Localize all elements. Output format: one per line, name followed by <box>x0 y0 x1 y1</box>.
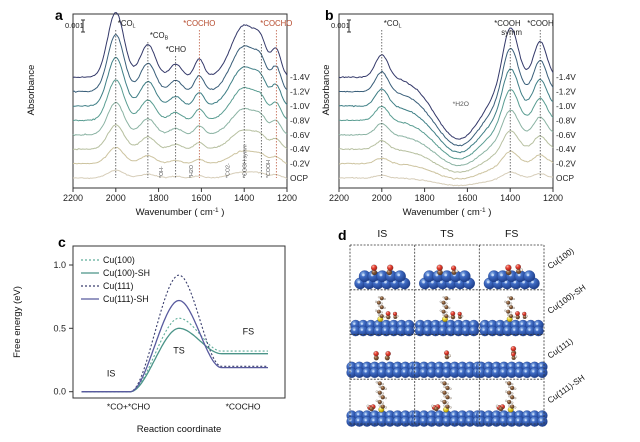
svg-text:symm: symm <box>501 28 522 37</box>
svg-text:1.0: 1.0 <box>53 260 66 270</box>
svg-text:2000: 2000 <box>106 193 126 203</box>
svg-text:OCP: OCP <box>290 173 308 183</box>
svg-text:*COCHO: *COCHO <box>183 19 215 28</box>
svg-text:*H2O: *H2O <box>189 165 195 178</box>
svg-text:2200: 2200 <box>329 193 349 203</box>
svg-text:*COOH: *COOH <box>266 160 272 178</box>
svg-text:1400: 1400 <box>500 193 520 203</box>
svg-text:-0.4V: -0.4V <box>556 144 576 154</box>
svg-text:Cu(111): Cu(111) <box>103 281 134 291</box>
svg-text:*CO2-: *CO2- <box>226 163 232 178</box>
svg-text:-1.0V: -1.0V <box>556 101 576 111</box>
svg-text:*COOH symm: *COOH symm <box>243 144 249 178</box>
svg-text:*COCHO: *COCHO <box>260 19 292 28</box>
svg-text:FS: FS <box>505 228 518 240</box>
svg-text:TS: TS <box>440 228 453 240</box>
svg-text:*COOH: *COOH <box>494 19 520 28</box>
svg-text:Absorbance: Absorbance <box>26 65 37 116</box>
svg-text:1800: 1800 <box>415 193 435 203</box>
svg-text:0.0: 0.0 <box>53 387 66 397</box>
svg-text:0.5: 0.5 <box>53 323 66 333</box>
svg-text:1400: 1400 <box>234 193 254 203</box>
svg-text:*COOH: *COOH <box>527 19 553 28</box>
svg-text:Cu(111): Cu(111) <box>545 336 574 361</box>
svg-text:OCP: OCP <box>556 173 574 183</box>
svg-text:Wavenumber ( cm-1 ): Wavenumber ( cm-1 ) <box>136 207 225 218</box>
svg-text:IS: IS <box>377 228 387 240</box>
svg-text:2200: 2200 <box>63 193 83 203</box>
svg-text:Reaction coordinate: Reaction coordinate <box>137 424 222 435</box>
svg-text:1600: 1600 <box>191 193 211 203</box>
svg-text:-0.6V: -0.6V <box>556 130 576 140</box>
svg-text:1600: 1600 <box>457 193 477 203</box>
svg-text:0.001: 0.001 <box>331 21 350 30</box>
svg-text:Cu(111)-SH: Cu(111)-SH <box>103 294 149 304</box>
svg-text:Absorbance: Absorbance <box>321 65 332 116</box>
svg-text:-1.2V: -1.2V <box>290 87 310 97</box>
svg-text:2000: 2000 <box>372 193 392 203</box>
svg-text:*H2O: *H2O <box>453 101 469 108</box>
svg-text:FS: FS <box>243 327 255 337</box>
svg-text:-0.6V: -0.6V <box>290 130 310 140</box>
svg-text:Cu(100): Cu(100) <box>545 246 575 272</box>
svg-text:1200: 1200 <box>277 193 297 203</box>
svg-text:*CHO: *CHO <box>166 45 186 54</box>
svg-text:*COL: *COL <box>118 19 136 30</box>
svg-text:Cu(100)-SH: Cu(100)-SH <box>103 268 150 278</box>
svg-text:Cu(111)-SH: Cu(111)-SH <box>545 372 586 405</box>
svg-text:-0.8V: -0.8V <box>556 115 576 125</box>
svg-text:-0.4V: -0.4V <box>290 144 310 154</box>
svg-text:-1.0V: -1.0V <box>290 101 310 111</box>
svg-text:TS: TS <box>173 346 185 356</box>
svg-text:0.001: 0.001 <box>65 21 84 30</box>
svg-text:IS: IS <box>107 369 116 379</box>
svg-text:-1.4V: -1.4V <box>556 72 576 82</box>
svg-text:Cu(100): Cu(100) <box>103 255 135 265</box>
svg-text:*OH-: *OH- <box>159 166 165 178</box>
svg-text:-0.8V: -0.8V <box>290 115 310 125</box>
svg-text:-0.2V: -0.2V <box>290 159 310 169</box>
svg-text:*CO+*CHO: *CO+*CHO <box>107 401 151 411</box>
svg-text:*COCHO: *COCHO <box>226 401 261 411</box>
svg-text:-0.2V: -0.2V <box>556 159 576 169</box>
svg-text:-1.2V: -1.2V <box>556 87 576 97</box>
svg-text:Free energy (eV): Free energy (eV) <box>12 286 23 358</box>
svg-text:Wavenumber ( cm-1 ): Wavenumber ( cm-1 ) <box>403 207 492 218</box>
svg-text:*COB: *COB <box>150 31 169 42</box>
svg-text:-1.4V: -1.4V <box>290 72 310 82</box>
svg-text:*COL: *COL <box>384 19 402 30</box>
svg-text:Cu(100)-SH: Cu(100)-SH <box>545 282 587 316</box>
svg-text:1800: 1800 <box>149 193 169 203</box>
svg-text:1200: 1200 <box>543 193 563 203</box>
